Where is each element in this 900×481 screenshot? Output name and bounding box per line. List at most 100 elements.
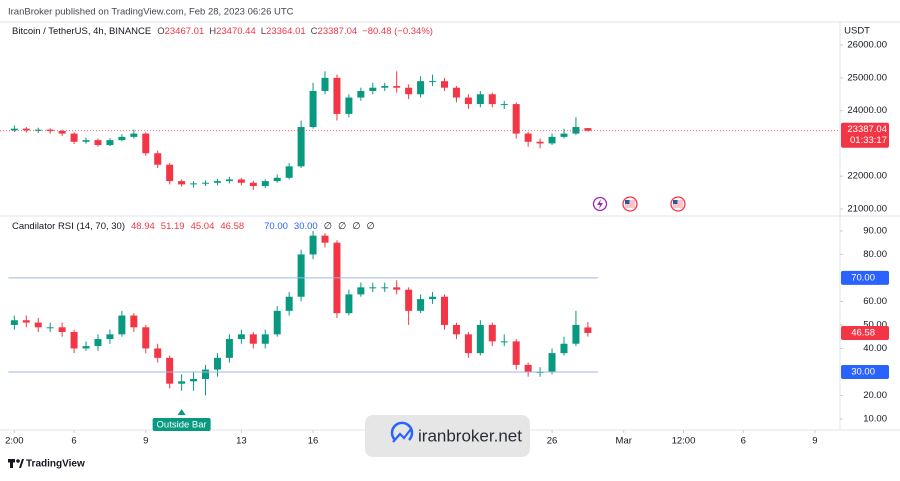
watermark-icon [392,428,412,443]
candle-body [34,129,42,131]
watermark-icon [390,421,414,441]
candle-body [34,322,42,328]
candle-body [357,287,365,295]
candle-body [22,128,30,131]
x-tick-label: 6 [71,436,76,447]
y-tick-label: 80.00 [863,249,887,260]
y-tick-label: 26000.00 [847,40,887,51]
level-box [841,270,889,285]
candle-body [429,296,437,300]
candle-body [10,128,18,131]
watermark-box [365,415,530,457]
candle-body [512,104,520,134]
candle-body [106,140,114,146]
countdown-label: 01:33:17 [850,135,887,146]
flag-canton [625,200,630,204]
legend-value: 23467.01 [165,26,205,37]
flag-canton [673,200,678,204]
legend-title: Bitcoin / TetherUS, 4h, BINANCE [12,26,151,37]
candle-body [166,164,174,182]
candle-body [46,327,54,329]
annotation-arrow [177,409,186,415]
legend-change: −80.48 (−0.34%) [362,26,433,37]
candle-body [369,87,377,91]
y-tick-label: 22000.00 [847,171,887,182]
candle-body [321,77,329,91]
watermark-text: iranbroker.net [418,426,522,445]
candle-body [464,334,472,354]
candle-body [548,136,556,144]
candle-body [560,343,568,354]
header: IranBroker published on TradingView.com,… [8,7,294,18]
candle-body [345,97,353,114]
candle-body [249,182,257,187]
annotation-box [152,418,211,431]
candle-body [237,334,245,340]
candles [10,230,592,396]
candle-body [154,153,162,165]
level-label: 70.00 [851,272,875,283]
candle-body [213,357,221,370]
x-tick-label: 2:00 [5,436,24,447]
candle-body [225,339,233,358]
candle-body [249,334,257,344]
last-value-box [841,325,889,340]
candle-body [452,324,460,335]
x-tick-label: 9 [143,436,148,447]
legend-extra: ∅ [367,221,375,232]
candle-body [476,94,484,105]
candle-body [10,320,18,325]
candle-body [297,254,305,297]
candle-body [357,90,365,98]
candle-body [584,128,592,131]
candle-body [488,324,496,342]
legend-key: H [209,26,216,37]
candle-body [476,324,484,354]
candle-body [297,127,305,167]
legend-value: 23387.04 [318,26,358,37]
candle-body [70,331,78,349]
candle-body [261,181,269,187]
legend-value: 45.04 [191,221,215,232]
candle-body [500,104,508,106]
candle-body [273,177,281,182]
last-value-label: 46.58 [851,327,875,338]
legend-value: 23470.44 [216,26,256,37]
y-tick-label: 40.00 [863,343,887,354]
candle-body [166,357,174,384]
legend-value: 48.94 [131,221,155,232]
event-icons [592,196,686,212]
legend-value: 51.19 [161,221,185,232]
candle-body [142,327,150,349]
level-label: 30.00 [851,366,875,377]
logo [10,459,13,468]
legend-value: 46.58 [220,221,244,232]
candle-body [190,378,198,382]
y-tick-label: 60.00 [863,296,887,307]
y-tick-label: 25000.00 [847,72,887,83]
y-tick-label: 20.00 [863,390,887,401]
candle-body [381,287,389,289]
last-price-box [841,122,889,148]
candles [10,71,592,190]
candle-body [536,141,544,144]
x-tick-label: 12:00 [672,436,696,447]
candle-body [94,339,102,347]
legend: Bitcoin / TetherUS, 4h, BINANCE O23467.01… [12,26,433,37]
flag [625,200,635,208]
candle-body [58,130,66,134]
candle-body [285,166,293,178]
candle-body [584,327,592,333]
candle-body [393,287,401,290]
y-tick-label: 50.00 [863,319,887,330]
candle-body [369,287,377,289]
candle-body [560,133,568,137]
candle-body [464,97,472,105]
candle-body [106,334,114,340]
candle-body [237,179,245,183]
candle-body [417,81,425,95]
footer: TradingView [8,459,85,470]
candle-body [488,94,496,105]
